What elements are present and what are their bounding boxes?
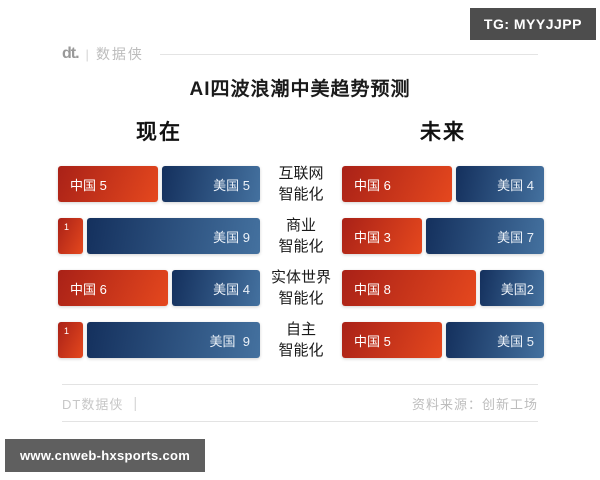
now-pair: 中国 6 美国 4 — [58, 270, 260, 306]
chart-row-physical-world: 中国 6 美国 4 实体世界 智能化 中国 8 美国2 — [58, 267, 544, 309]
category-label: 实体世界 智能化 — [260, 267, 342, 309]
future-pair: 中国 3 美国 7 — [342, 218, 544, 254]
watermark-badge: www.cnweb-hxsports.com — [5, 439, 206, 472]
usa-bar: 美国 7 — [425, 218, 544, 254]
usa-bar-label: 美国 7 — [497, 229, 534, 245]
category-label-line1: 自主 — [285, 321, 316, 338]
usa-bar: 美国 9 — [86, 322, 260, 358]
page-title: AI四波浪潮中美趋势预测 — [189, 79, 411, 100]
category-label-line1: 互联网 — [278, 165, 324, 182]
china-bar-label: 1 — [64, 326, 70, 336]
usa-bar-label: 美国2 — [500, 281, 534, 297]
footer-brand: DT数据侠 | — [62, 394, 138, 413]
china-bar-label: 中国 6 — [70, 281, 107, 297]
usa-bar-label: 美国 9 — [209, 333, 250, 349]
telegram-badge: TG: MYYJJPP — [469, 8, 596, 40]
usa-bar-label: 美国 9 — [213, 229, 250, 245]
china-bar-label: 中国 3 — [354, 229, 391, 245]
dt-logo-icon: dt. — [62, 45, 80, 62]
usa-bar: 美国2 — [479, 270, 544, 306]
now-pair: 1 美国 9 — [58, 322, 260, 358]
section-heading-now: 现在 — [136, 121, 182, 144]
category-label-line2: 智能化 — [278, 186, 324, 203]
usa-bar: 美国 4 — [172, 270, 260, 306]
usa-bar-label: 美国 5 — [497, 333, 534, 349]
data-source-label: 资料来源：创新工场 — [411, 396, 538, 412]
usa-bar-label: 美国 4 — [497, 177, 534, 193]
footer-divider: | — [133, 394, 139, 412]
chart-row-business: 1 美国 9 商业 智能化 中国 3 美国 7 — [58, 215, 544, 257]
usa-bar: 美国 5 — [446, 322, 544, 358]
china-bar: 中国 5 — [342, 322, 442, 358]
header: dt. | 数据侠 — [62, 44, 538, 64]
china-bar-label: 中国 6 — [354, 177, 391, 193]
usa-bar: 美国 4 — [456, 166, 544, 202]
logo-label: 数据侠 — [95, 46, 144, 62]
future-pair: 中国 6 美国 4 — [342, 166, 544, 202]
section-heading-spacer — [260, 116, 342, 146]
future-pair: 中国 5 美国 5 — [342, 322, 544, 358]
chart-row-internet: 中国 5 美国 5 互联网 智能化 中国 6 美国 4 — [58, 163, 544, 205]
footer: DT数据侠 | 资料来源：创新工场 — [62, 384, 538, 422]
china-bar: 中国 8 — [342, 270, 476, 306]
section-headings: 现在 未来 — [58, 116, 544, 146]
footer-brand-label: DT数据侠 — [62, 396, 124, 412]
category-label: 自主 智能化 — [260, 319, 342, 361]
category-label-line2: 智能化 — [278, 290, 324, 307]
category-label-line2: 智能化 — [278, 342, 324, 359]
china-bar-label: 中国 5 — [354, 333, 391, 349]
chart-row-autonomous: 1 美国 9 自主 智能化 中国 5 美国 5 — [58, 319, 544, 361]
bar-chart: 中国 5 美国 5 互联网 智能化 中国 6 美国 4 1 美国 9 — [58, 163, 544, 374]
category-label-line1: 实体世界 — [270, 269, 331, 286]
china-bar-label: 中国 8 — [354, 281, 391, 297]
usa-bar: 美国 5 — [162, 166, 260, 202]
china-bar: 中国 6 — [58, 270, 169, 306]
china-bar: 中国 6 — [342, 166, 453, 202]
now-pair: 中国 5 美国 5 — [58, 166, 260, 202]
china-bar: 1 — [58, 322, 83, 358]
usa-bar-label: 美国 4 — [213, 281, 250, 297]
china-bar: 中国 5 — [58, 166, 158, 202]
china-bar-label: 中国 5 — [70, 177, 107, 193]
china-bar: 1 — [58, 218, 84, 254]
usa-bar: 美国 9 — [87, 218, 260, 254]
logo-divider: | — [85, 46, 89, 62]
section-heading-future: 未来 — [420, 121, 466, 144]
future-pair: 中国 8 美国2 — [342, 270, 544, 306]
category-label: 商业 智能化 — [260, 215, 342, 257]
category-label-line1: 商业 — [285, 217, 316, 234]
china-bar-label: 1 — [64, 222, 70, 232]
usa-bar-label: 美国 5 — [213, 177, 250, 193]
category-label-line2: 智能化 — [278, 238, 324, 255]
china-bar: 中国 3 — [342, 218, 422, 254]
header-rule — [159, 53, 538, 55]
category-label: 互联网 智能化 — [260, 163, 342, 205]
now-pair: 1 美国 9 — [58, 218, 260, 254]
